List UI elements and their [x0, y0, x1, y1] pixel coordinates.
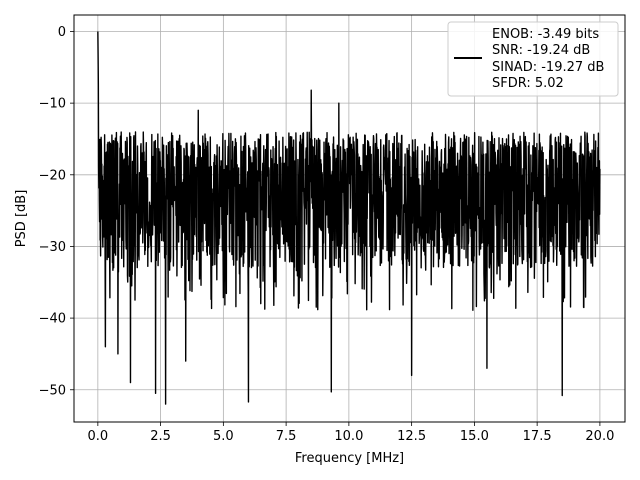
x-tick-label: 0.0 [88, 429, 109, 444]
y-tick-label: −30 [39, 240, 66, 255]
x-tick-label: 20.0 [585, 429, 614, 444]
x-tick-label: 2.5 [150, 429, 171, 444]
legend-box [447, 21, 619, 97]
x-tick-label: 10.0 [334, 429, 363, 444]
legend-line-sfdr: SFDR: 5.02 [492, 76, 564, 91]
y-tick-label: −40 [39, 312, 66, 327]
legend-line-sinad: SINAD: -19.27 dB [492, 60, 604, 75]
x-tick-label: 17.5 [523, 429, 552, 444]
y-tick-label: 0 [58, 25, 66, 40]
x-tick-label: 7.5 [276, 429, 297, 444]
x-tick-label: 12.5 [397, 429, 426, 444]
y-tick-label: −10 [39, 97, 66, 112]
psd-series [97, 31, 601, 405]
legend-line-enob: ENOB: -3.49 bits [492, 27, 599, 42]
plot-frame [73, 14, 626, 423]
x-tick-label: 15.0 [460, 429, 489, 444]
psd-line [97, 31, 601, 405]
x-axis-ticks: 0.0 2.5 5.0 7.5 10.0 12.5 15.0 17.5 20.0 [88, 422, 614, 444]
y-axis-label: PSD [dB] [14, 190, 29, 248]
x-axis-label: Frequency [MHz] [295, 451, 404, 466]
legend: ENOB: -3.49 bits SNR: -19.24 dB SINAD: -… [447, 21, 619, 97]
y-axis-ticks: 0 −10 −20 −30 −40 −50 [39, 25, 74, 398]
x-tick-label: 5.0 [213, 429, 234, 444]
y-tick-label: −20 [39, 168, 66, 183]
y-tick-label: −50 [39, 383, 66, 398]
legend-line-snr: SNR: -19.24 dB [492, 43, 590, 58]
